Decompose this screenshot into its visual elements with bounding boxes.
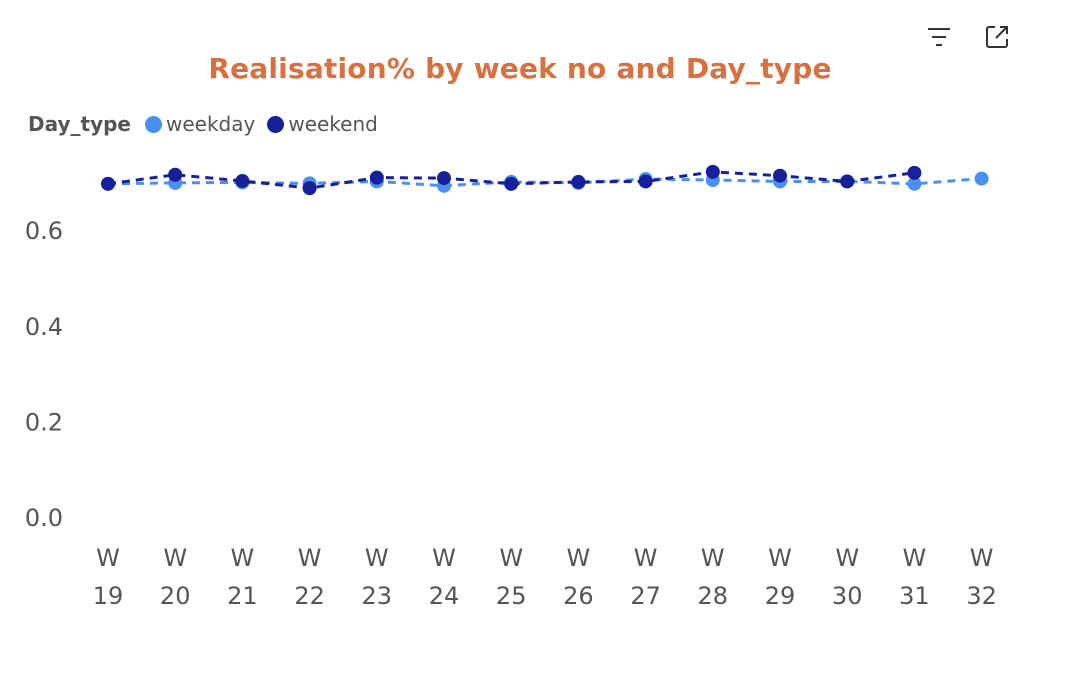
x-tick-label-line: W (163, 544, 187, 572)
x-tick-label-line: W (432, 544, 456, 572)
x-tick-label-line: 23 (362, 582, 393, 610)
x-tick-label-line: W (365, 544, 389, 572)
x-tick-label-line: 26 (563, 582, 594, 610)
x-tick-label-line: 30 (832, 582, 863, 610)
data-point-weekend: weekend W 30: 0.702 (840, 174, 855, 189)
x-tick-label-line: 21 (227, 582, 258, 610)
x-tick-label-line: W (96, 544, 120, 572)
x-tick-label-line: W (499, 544, 523, 572)
legend-marker-weekend (267, 115, 285, 133)
x-tick-label-line: W (567, 544, 591, 572)
x-tick-label-line: W (298, 544, 322, 572)
x-tick-label-line: W (701, 544, 725, 572)
x-tick-label-line: 22 (294, 582, 325, 610)
legend-label-weekday: weekday (166, 112, 256, 136)
legend-item-weekday[interactable]: weekday (145, 112, 255, 136)
data-point-weekend: weekend W 29: 0.714 (773, 168, 787, 183)
x-tick-label-line: 32 (966, 582, 997, 610)
x-tick-label: W 30 (832, 544, 863, 610)
data-point-weekend: weekend W 25: 0.697 (504, 176, 519, 191)
data-point-weekend: weekend W 20: 0.716 (168, 167, 183, 182)
x-tick-label: W 31 (899, 544, 930, 610)
data-point-weekend: weekend W 27: 0.702 (638, 174, 653, 189)
x-tick-label: W 26 (563, 544, 594, 610)
x-tick-label: W 23 (362, 544, 393, 610)
x-tick-label-line: W (768, 544, 792, 572)
data-point-weekend: weekend W 21: 0.703 (235, 173, 250, 188)
data-point-weekday: weekday W 32: 0.708 (974, 171, 989, 186)
legend: Day_type weekday weekend (28, 112, 390, 136)
data-point-weekday: weekday W 31: 0.697 (907, 176, 922, 191)
x-tick-label-line: W (835, 544, 859, 572)
y-tick-label: 0.0 (25, 504, 63, 532)
x-tick-label: W 19 (93, 544, 124, 610)
x-tick-label-line: 31 (899, 582, 930, 610)
x-tick-label-line: 20 (160, 582, 191, 610)
legend-title: Day_type (28, 112, 131, 136)
visual-header (922, 20, 1014, 54)
x-tick-label: W 20 (160, 544, 191, 610)
x-tick-label: W 32 (966, 544, 997, 610)
chart-title: Realisation% by week no and Day_type (208, 52, 832, 85)
x-tick-label: W 25 (496, 544, 527, 610)
x-tick-label: W 29 (765, 544, 796, 610)
x-tick-label: W 24 (429, 544, 460, 610)
legend-label-weekend: weekend (288, 112, 378, 136)
x-tick-label-line: 27 (630, 582, 661, 610)
x-tick-label-line: 24 (429, 582, 460, 610)
x-tick-label-line: W (231, 544, 255, 572)
data-point-weekend: weekend W 19: 0.697 (101, 176, 115, 191)
filter-lines-icon[interactable] (922, 20, 956, 54)
y-tick-label: 0.6 (25, 217, 63, 245)
x-tick-label: W 22 (294, 544, 325, 610)
x-tick-label-line: W (970, 544, 994, 572)
x-tick-label-line: 19 (93, 582, 124, 610)
x-tick-label-line: 28 (698, 582, 729, 610)
x-tick-label-line: W (903, 544, 927, 572)
y-tick-label: 0.2 (25, 408, 63, 436)
data-point-weekend: weekend W 26: 0.701 (571, 174, 586, 189)
x-tick-label-line: 25 (496, 582, 527, 610)
y-tick-label: 0.4 (25, 313, 63, 341)
data-point-weekend: weekend W 24: 0.709 (437, 171, 451, 186)
data-point-weekend: weekend W 31: 0.72 (907, 165, 922, 180)
expand-focus-icon[interactable] (980, 20, 1014, 54)
x-tick-label-line: 29 (765, 582, 796, 610)
data-point-weekend: weekend W 22: 0.688 (302, 181, 317, 196)
legend-item-weekend[interactable]: weekend (267, 112, 378, 136)
data-point-weekend: weekend W 28: 0.722 (705, 164, 720, 179)
data-point-weekend: weekend W 23: 0.71 (369, 170, 384, 185)
x-tick-label: W 28 (698, 544, 729, 610)
legend-marker-weekday (145, 115, 162, 133)
x-tick-label-line: W (634, 544, 658, 572)
x-tick-label: W 21 (227, 544, 258, 610)
x-tick-label: W 27 (630, 544, 661, 610)
